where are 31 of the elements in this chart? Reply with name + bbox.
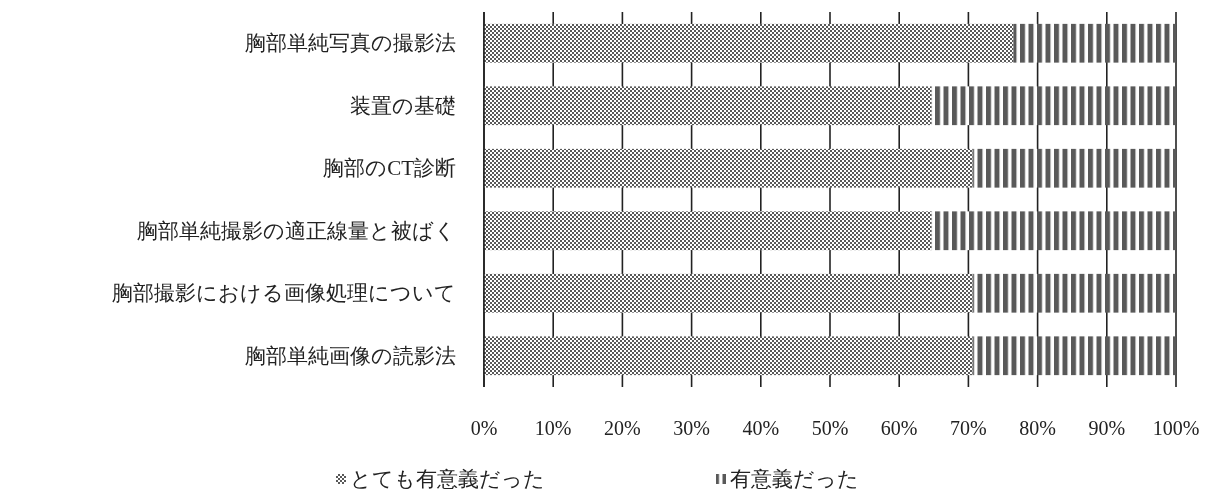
bar — [484, 148, 973, 188]
x-tick-label: 30% — [673, 417, 710, 439]
x-tick-label: 40% — [742, 417, 780, 439]
y-tick-label: 胸部単純画像の読影法 — [245, 343, 456, 368]
bar — [972, 273, 1176, 313]
x-tick-label: 10% — [534, 417, 572, 439]
bar — [972, 336, 1176, 376]
bar — [484, 23, 1014, 63]
bar — [931, 211, 1176, 251]
legend-label: とても有意義だった — [350, 467, 545, 491]
bar — [972, 148, 1176, 188]
x-tick-label: 80% — [1019, 417, 1056, 439]
y-tick-label: 胸部単純撮影の適正線量と被ばく — [137, 218, 456, 243]
y-tick-label: 胸部撮影における画像処理について — [112, 281, 456, 306]
bar — [484, 86, 932, 126]
bar — [1013, 23, 1176, 63]
x-tick-label: 90% — [1088, 417, 1126, 439]
y-tick-label: 胸部のCT診断 — [323, 156, 456, 181]
bar — [484, 336, 973, 376]
x-tick-label: 0% — [470, 417, 498, 439]
x-tick-label: 60% — [880, 417, 918, 439]
x-tick-label: 100% — [1152, 417, 1200, 439]
legend-label: 有意義だった — [730, 467, 859, 491]
bar — [484, 211, 932, 251]
x-tick-label: 70% — [950, 417, 987, 439]
x-tick-label: 20% — [604, 417, 641, 439]
x-tick-label: 50% — [811, 417, 849, 439]
y-tick-label: 装置の基礎 — [350, 93, 456, 118]
bar — [484, 273, 973, 313]
bar — [931, 86, 1176, 126]
y-tick-label: 胸部単純写真の撮影法 — [245, 31, 456, 56]
